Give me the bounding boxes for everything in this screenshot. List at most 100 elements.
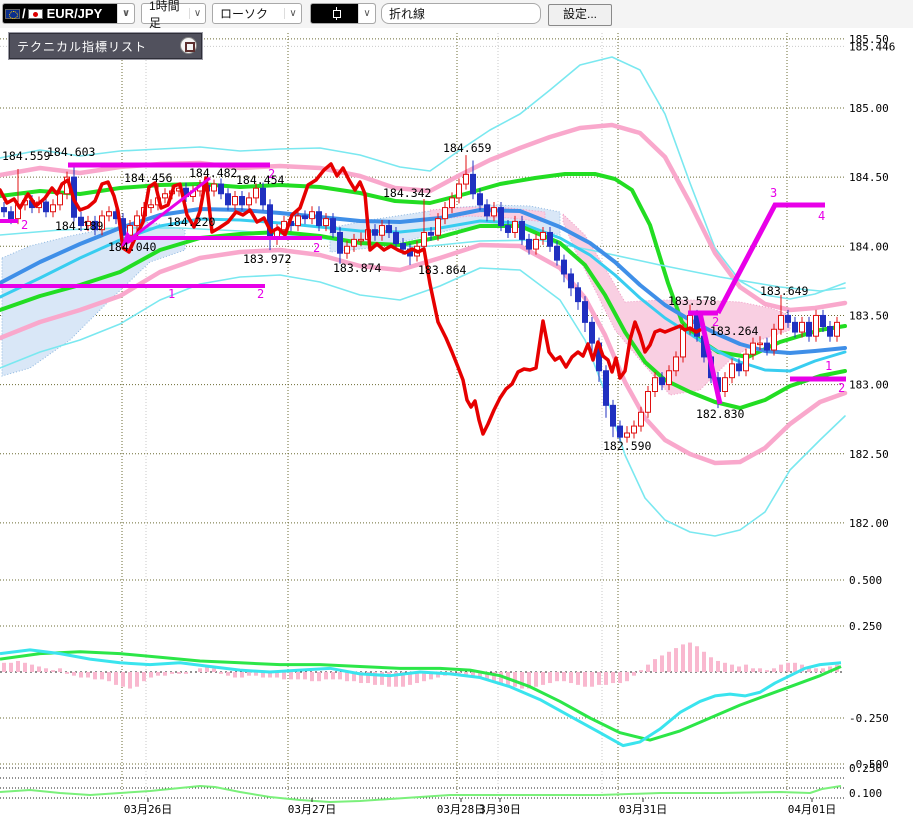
candle-down xyxy=(78,216,84,227)
date-axis-label: 03月31日 xyxy=(619,803,668,816)
candle-up xyxy=(512,220,518,233)
technical-indicator-panel[interactable]: テクニカル指標リスト xyxy=(8,32,203,60)
red-drawn-polyline xyxy=(0,162,702,436)
macd-histogram-bar xyxy=(317,672,321,682)
date-axis-label: 04月01日 xyxy=(788,803,837,816)
candle-up xyxy=(253,187,259,199)
macd-histogram-bar xyxy=(121,672,125,687)
magenta-point-label: 2 xyxy=(712,315,719,329)
macd-histogram-bar xyxy=(541,672,545,685)
macd-histogram-bar xyxy=(646,664,650,672)
macd-histogram-bar xyxy=(114,672,118,685)
price-annotation: 183.578 xyxy=(668,294,717,308)
candle-down xyxy=(519,220,525,240)
draw-tool-field[interactable]: 折れ線 xyxy=(381,3,541,24)
macd-histogram-bar xyxy=(149,672,153,678)
candle-up xyxy=(162,193,168,199)
price-axis-label: 182.50 xyxy=(849,448,889,461)
candle-up xyxy=(449,197,455,209)
price-annotation: 183.649 xyxy=(760,284,809,298)
candle-down xyxy=(764,342,770,351)
macd-histogram-bar xyxy=(471,672,475,676)
magenta-point-label: 2 xyxy=(268,167,275,181)
macd-histogram-bar xyxy=(765,670,769,672)
macd-histogram-bar xyxy=(569,672,573,684)
macd-histogram-bar xyxy=(380,672,384,685)
timeframe-select[interactable]: 1時間足 ∨ xyxy=(141,0,206,30)
macd-histogram-bar xyxy=(653,659,657,672)
macd-histogram-bar xyxy=(303,672,307,680)
macd-histogram-bar xyxy=(170,672,174,674)
thin-cyan-lower-line xyxy=(0,267,846,537)
panel-window-button[interactable] xyxy=(180,37,197,54)
candle-down xyxy=(1,207,7,213)
macd-histogram-bar xyxy=(142,672,146,682)
candle-up xyxy=(50,204,56,213)
macd-histogram-bar xyxy=(65,672,69,674)
candle-up xyxy=(379,225,385,236)
macd-histogram-bar xyxy=(793,662,797,672)
price-annotation: 184.454 xyxy=(236,173,285,187)
candle-up xyxy=(750,342,756,355)
candle-style-select[interactable]: ∨ xyxy=(310,3,376,24)
chart-type-select[interactable]: ローソク ∨ xyxy=(212,3,302,24)
price-annotation: 184.559 xyxy=(2,149,51,163)
macd-histogram-bar xyxy=(345,672,349,682)
macd-histogram-bar xyxy=(289,672,293,680)
price-axis-label: 184.50 xyxy=(849,171,889,184)
candle-up xyxy=(456,183,462,199)
date-axis-label: 3月30日 xyxy=(479,803,521,816)
macd-histogram-bar xyxy=(429,672,433,680)
candle-up xyxy=(127,225,133,236)
macd-histogram-bar xyxy=(590,672,594,687)
price-annotation: 184.342 xyxy=(383,186,431,200)
candle-up xyxy=(533,238,539,250)
price-annotation: 182.830 xyxy=(696,407,745,421)
macd-histogram-bar xyxy=(247,672,251,676)
candlestick-icon xyxy=(333,7,341,20)
mini-axis-label: 0.100 xyxy=(849,787,882,800)
macd-histogram-bar xyxy=(198,668,202,672)
magenta-point-label: 3 xyxy=(770,186,777,200)
macd-histogram-bar xyxy=(226,672,230,676)
macd-histogram-bar xyxy=(72,672,76,676)
macd-histogram-bar xyxy=(422,672,426,682)
magenta-point-label: 1 xyxy=(168,287,175,301)
settings-button[interactable]: 設定... xyxy=(548,4,612,26)
macd-histogram-bar xyxy=(520,672,524,689)
candle-up xyxy=(211,183,217,192)
candle-up xyxy=(295,215,301,227)
candle-up xyxy=(106,211,112,217)
macd-histogram-bar xyxy=(212,668,216,672)
macd-histogram-bar xyxy=(254,672,258,676)
macd-histogram-bar xyxy=(240,672,244,678)
macd-histogram-bar xyxy=(37,666,41,672)
macd-histogram-bar xyxy=(233,672,237,678)
macd-histogram-bar xyxy=(219,672,223,674)
macd-histogram-bar xyxy=(709,657,713,672)
chevron-down-icon[interactable]: ∨ xyxy=(117,4,134,23)
candle-down xyxy=(498,207,504,227)
magenta-point-label: 2 xyxy=(313,241,320,255)
timeframe-label: 1時間足 xyxy=(149,0,180,30)
candle-up xyxy=(358,238,364,242)
macd-histogram-bar xyxy=(394,672,398,687)
macd-histogram-bar xyxy=(604,672,608,685)
chevron-down-icon: ∨ xyxy=(189,8,205,19)
macd-histogram-bar xyxy=(310,672,314,682)
price-axis-label: 183.50 xyxy=(849,309,889,322)
macd-histogram-bar xyxy=(107,672,111,682)
candle-down xyxy=(260,187,266,206)
currency-pair-select[interactable]: / EUR/JPY ∨ xyxy=(2,3,135,24)
price-axis-label: 182.00 xyxy=(849,517,889,530)
candle-down xyxy=(92,220,98,231)
candle-down xyxy=(582,301,588,323)
candle-down xyxy=(575,287,581,303)
macd-histogram-bar xyxy=(597,672,601,685)
macd-histogram-bar xyxy=(527,672,531,689)
candle-down xyxy=(820,314,826,328)
macd-histogram-bar xyxy=(821,668,825,672)
macd-histogram-bar xyxy=(275,672,279,678)
macd-histogram-bar xyxy=(338,672,342,680)
